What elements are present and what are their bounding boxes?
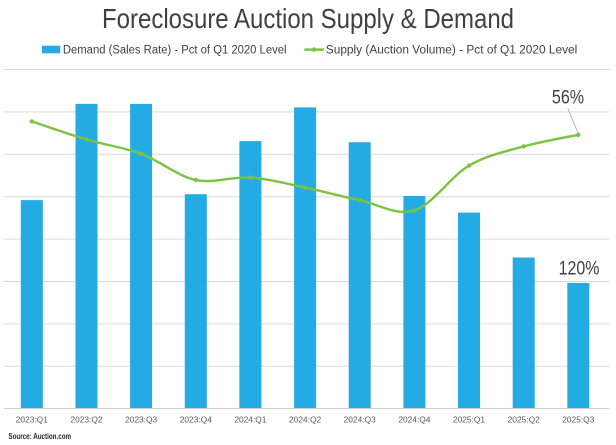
svg-text:Supply (Auction Volume) - Pct: Supply (Auction Volume) - Pct of Q1 2020… (326, 44, 578, 56)
svg-text:2023:Q1: 2023:Q1 (16, 414, 48, 424)
svg-text:2024:Q4: 2024:Q4 (398, 414, 430, 424)
svg-text:2025:Q1: 2025:Q1 (453, 414, 485, 424)
svg-text:2023:Q4: 2023:Q4 (180, 414, 212, 424)
svg-text:Foreclosure Auction Supply & D: Foreclosure Auction Supply & Demand (102, 3, 514, 34)
svg-text:2024:Q1: 2024:Q1 (234, 414, 266, 424)
svg-text:Source: Auction.com: Source: Auction.com (8, 431, 71, 441)
svg-text:2024:Q3: 2024:Q3 (344, 414, 376, 424)
svg-text:2025:Q2: 2025:Q2 (508, 414, 540, 424)
svg-text:Demand (Sales Rate) - Pct of Q: Demand (Sales Rate) - Pct of Q1 2020 Lev… (63, 44, 287, 56)
svg-text:56%: 56% (552, 86, 584, 108)
svg-text:2025:Q3: 2025:Q3 (562, 414, 594, 424)
svg-text:2024:Q2: 2024:Q2 (289, 414, 321, 424)
svg-text:2023:Q2: 2023:Q2 (70, 414, 102, 424)
svg-text:2023:Q3: 2023:Q3 (125, 414, 157, 424)
svg-text:120%: 120% (559, 258, 600, 280)
